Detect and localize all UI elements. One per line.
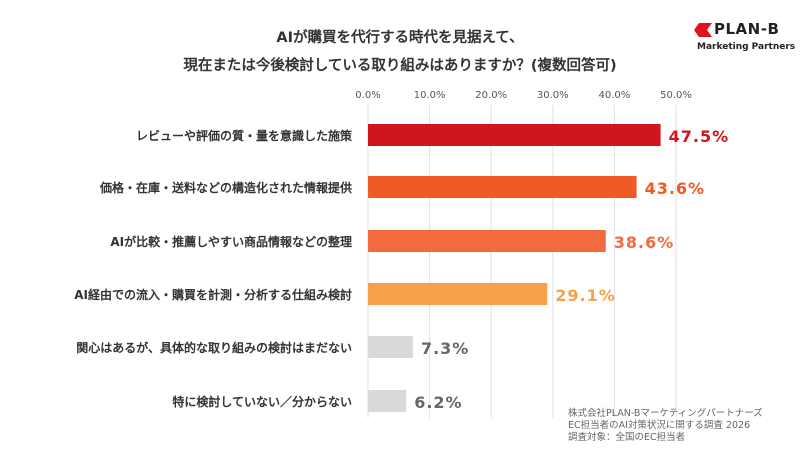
x-tick-label: 0.0% xyxy=(355,90,380,101)
x-tick-label: 10.0% xyxy=(414,90,446,101)
category-label: AI経由での流入・購買を計測・分析する仕組み検討 xyxy=(74,287,352,302)
source-note: 株式会社PLAN-Bマーケティングパートナーズ EC担当者のAI対策状況に関する… xyxy=(568,408,763,444)
chart-title-line2: 現在または今後検討している取り組みはありますか？(複数回答可) xyxy=(183,58,617,74)
logo-tagline: Marketing Partners xyxy=(697,42,796,52)
data-label: 7.3% xyxy=(421,339,469,358)
bar xyxy=(368,336,413,358)
category-label: 価格・在庫・送料などの構造化された情報提供 xyxy=(99,180,352,195)
data-label: 6.2% xyxy=(414,393,462,412)
source-line: 株式会社PLAN-Bマーケティングパートナーズ xyxy=(568,408,763,419)
bar xyxy=(368,283,548,305)
category-label: レビューや評価の質・量を意識した施策 xyxy=(136,128,353,143)
bar xyxy=(368,176,637,198)
logo-mark-icon xyxy=(694,23,712,37)
category-label: 関心はあるが、具体的な取り組みの検討はまだない xyxy=(76,340,352,355)
logo-name: PLAN-B xyxy=(714,20,780,38)
x-tick-label: 20.0% xyxy=(475,90,507,101)
data-label: 47.5% xyxy=(669,127,730,146)
source-line: EC担当者のAI対策状況に関する調査 2026 xyxy=(568,420,751,431)
data-label: 29.1% xyxy=(555,286,616,305)
chart-title-line1: AIが購買を代行する時代を見据えて、 xyxy=(276,30,524,46)
data-label: 43.6% xyxy=(645,179,706,198)
bar xyxy=(368,230,606,252)
bar xyxy=(368,390,407,412)
x-tick-label: 30.0% xyxy=(537,90,569,101)
x-tick-label: 40.0% xyxy=(599,90,631,101)
data-label: 38.6% xyxy=(614,233,675,252)
bar xyxy=(368,124,661,146)
category-label: AIが比較・推薦しやすい商品情報などの整理 xyxy=(110,234,352,249)
source-line: 調査対象：全国のEC担当者 xyxy=(568,432,686,443)
category-label: 特に検討していない／分からない xyxy=(172,394,352,409)
x-tick-label: 50.0% xyxy=(660,90,692,101)
